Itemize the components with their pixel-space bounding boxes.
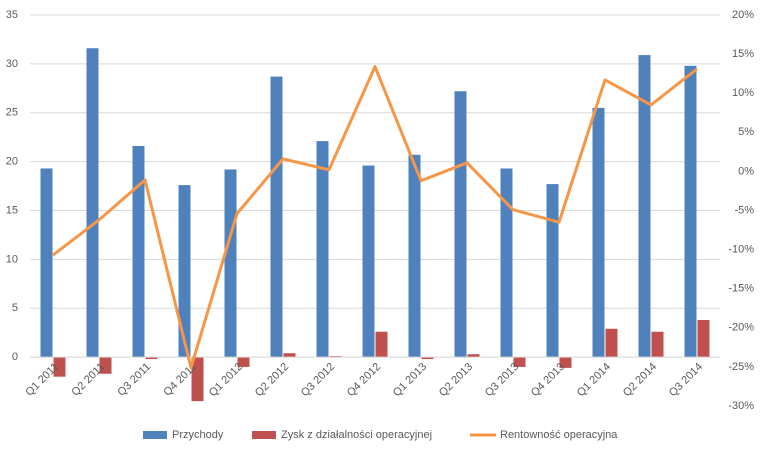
legend-swatch (252, 431, 276, 439)
bar (454, 91, 467, 358)
x-tick-label: Q3 2013 (483, 361, 521, 399)
bar (500, 168, 513, 358)
bar (237, 357, 250, 367)
bar (605, 328, 618, 358)
x-tick-label: Q3 2014 (667, 361, 705, 399)
bar (651, 331, 664, 358)
bar (40, 168, 53, 358)
x-tick-label: Q2 2013 (437, 361, 475, 399)
bar (283, 353, 296, 358)
y-tick-label: 15 (6, 204, 18, 216)
legend-label: Przychody (172, 429, 224, 441)
x-tick-label: Q2 2011 (69, 361, 107, 399)
bar (99, 357, 112, 374)
bar (467, 354, 480, 358)
y-tick-label: 0 (12, 351, 18, 363)
y2-tick-label: 15% (732, 48, 754, 60)
bar (408, 154, 421, 358)
bar (53, 357, 66, 377)
bar (316, 141, 329, 358)
y2-tick-label: -5% (734, 204, 754, 216)
y2-tick-label: -25% (728, 361, 754, 373)
bar (546, 184, 559, 358)
bar (638, 55, 651, 358)
x-tick-label: Q3 2012 (299, 361, 337, 399)
bar (375, 331, 388, 358)
line (52, 65, 698, 370)
y2-tick-label: 10% (732, 87, 754, 99)
x-tick-label: Q4 2012 (345, 361, 383, 399)
bar (86, 48, 99, 358)
bar (270, 76, 283, 358)
y-tick-label: 10 (6, 253, 18, 265)
y2-tick-label: -30% (728, 400, 754, 412)
bar (362, 165, 375, 358)
x-tick-label: Q4 2013 (529, 361, 567, 399)
x-tick-label: Q1 2012 (207, 361, 245, 399)
x-tick-label: Q1 2013 (391, 361, 429, 399)
bar (592, 107, 605, 358)
x-tick-label: Q1 2014 (575, 361, 613, 399)
y2-tick-label: -10% (728, 244, 754, 256)
y-tick-label: 25 (6, 107, 18, 119)
y2-tick-label: 20% (732, 9, 754, 21)
legend-label: Zysk z działalności operacyjnej (281, 429, 432, 441)
bar (697, 319, 710, 358)
y2-tick-label: -15% (728, 283, 754, 295)
bar (145, 357, 158, 360)
y2-tick-label: 0% (738, 165, 754, 177)
legend-swatch (143, 431, 167, 439)
legend-label: Rentowność operacyjna (500, 429, 618, 441)
x-tick-label: Q3 2011 (115, 361, 153, 399)
bar (559, 357, 572, 368)
bar (513, 357, 526, 367)
y2-tick-label: -20% (728, 322, 754, 334)
bar (191, 357, 204, 402)
x-tick-label: Q1 2011 (23, 361, 61, 399)
bar (224, 169, 237, 358)
y2-tick-label: 5% (738, 126, 754, 138)
bar (178, 185, 191, 358)
bar (421, 357, 434, 360)
bar (684, 65, 697, 358)
x-tick-label: Q2 2014 (621, 361, 659, 399)
y-tick-label: 5 (12, 302, 18, 314)
x-tick-label: Q2 2012 (253, 361, 291, 399)
y-tick-label: 30 (6, 58, 18, 70)
y-tick-label: 35 (6, 9, 18, 21)
bar (132, 145, 145, 358)
y-tick-label: 20 (6, 156, 18, 168)
